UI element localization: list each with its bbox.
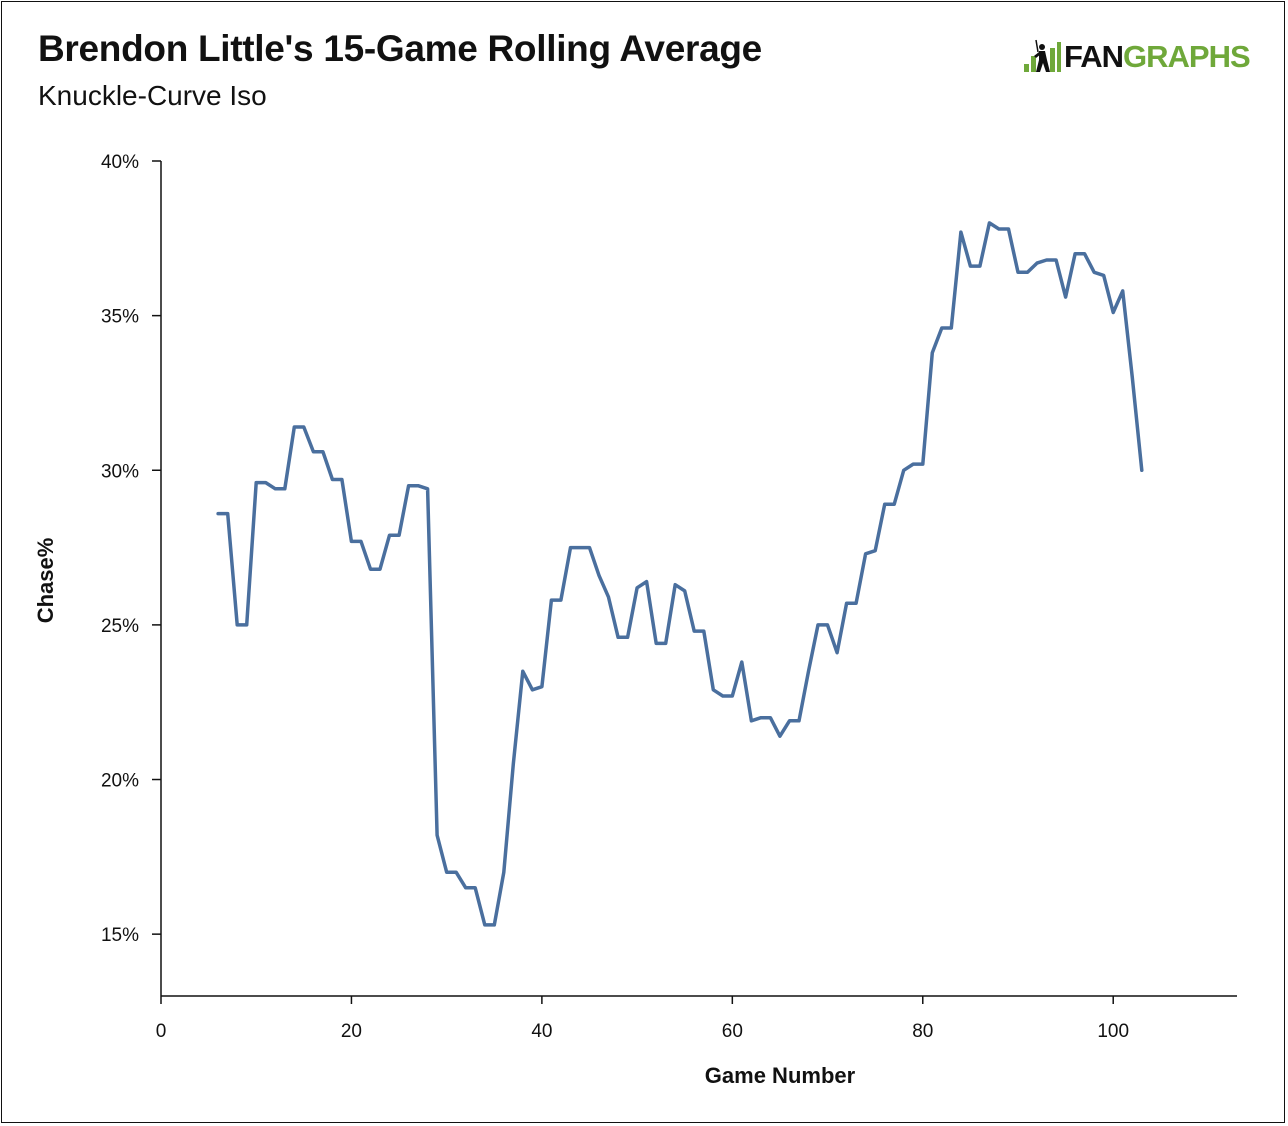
x-axis-title: Game Number <box>705 1063 856 1088</box>
chart-subtitle: Knuckle-Curve Iso <box>38 80 267 111</box>
chart-ticks: 15% 20% 25% 30% 35% 40% 0 20 40 60 80 100 <box>101 152 1129 1042</box>
chart-axes <box>160 161 1237 997</box>
series-line <box>216 221 1144 927</box>
batter-icon <box>1024 39 1061 72</box>
chart-series <box>216 221 1144 927</box>
y-tick-label: 40% <box>101 152 139 173</box>
y-tick-label: 25% <box>101 616 139 637</box>
x-tick-label: 60 <box>722 1021 743 1042</box>
logo-text-fan: FAN <box>1064 39 1124 74</box>
x-tick-label: 20 <box>341 1021 362 1042</box>
y-tick-label: 20% <box>101 771 139 792</box>
logo-text-graphs: GRAPHS <box>1123 39 1251 74</box>
x-tick-label: 0 <box>156 1021 167 1042</box>
fangraphs-logo: FAN GRAPHS <box>1022 38 1251 74</box>
y-tick-label: 30% <box>101 461 139 482</box>
y-tick-label: 35% <box>101 307 139 328</box>
y-tick-label: 15% <box>101 925 139 946</box>
x-tick-label: 40 <box>531 1021 552 1042</box>
y-axis-title: Chase% <box>33 538 58 624</box>
x-tick-label: 100 <box>1097 1021 1129 1042</box>
x-tick-label: 80 <box>912 1021 933 1042</box>
chart-title: Brendon Little's 15-Game Rolling Average <box>38 28 762 69</box>
